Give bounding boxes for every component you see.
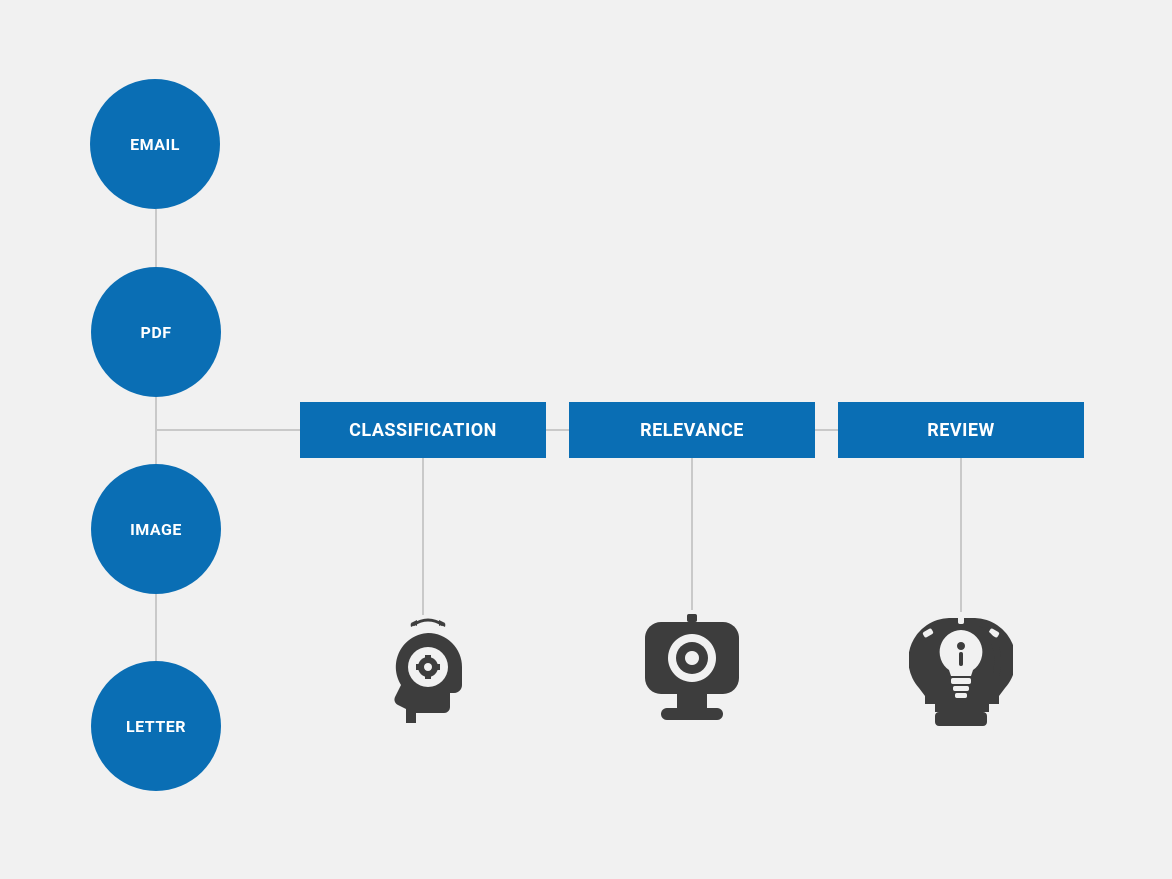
input-node-email: EMAIL (90, 79, 220, 209)
edge (960, 458, 962, 612)
edge (815, 429, 838, 431)
stage-node-label: REVIEW (927, 420, 995, 441)
diagram-canvas: EMAIL PDF IMAGE LETTER CLASSIFICATION RELEVAN… (0, 0, 1172, 879)
edge (546, 429, 569, 431)
edge (691, 458, 693, 610)
stage-node-label: RELEVANCE (640, 420, 744, 441)
stage-node-review: REVIEW (838, 402, 1084, 458)
input-node-label: PDF (141, 323, 172, 342)
stage-node-label: CLASSIFICATION (349, 420, 497, 441)
ai-head-icon (367, 612, 479, 728)
input-node-label: LETTER (126, 717, 186, 736)
stage-node-classification: CLASSIFICATION (300, 402, 546, 458)
idea-bulb-icon (905, 612, 1017, 728)
input-node-label: IMAGE (130, 520, 182, 539)
input-node-pdf: PDF (91, 267, 221, 397)
input-node-label: EMAIL (130, 135, 180, 154)
stage-node-relevance: RELEVANCE (569, 402, 815, 458)
edge (155, 594, 157, 661)
input-node-image: IMAGE (91, 464, 221, 594)
input-node-letter: LETTER (91, 661, 221, 791)
camera-icon (636, 612, 748, 728)
edge (156, 429, 300, 431)
edge (155, 209, 157, 267)
edge (422, 458, 424, 615)
